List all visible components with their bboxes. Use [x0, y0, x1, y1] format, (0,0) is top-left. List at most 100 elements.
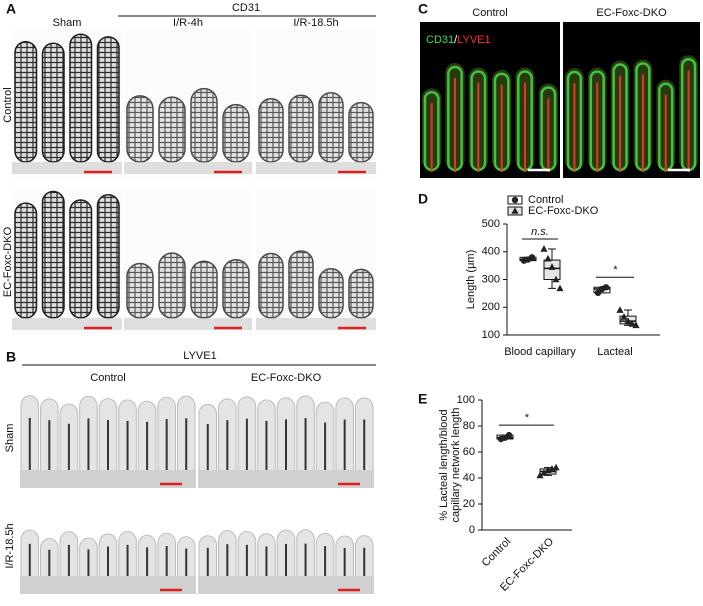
villus [126, 95, 154, 163]
villus [288, 250, 314, 319]
base [20, 470, 196, 488]
chart: E 0 20 40 60 80 100 % Lacteal length/blood capil… [418, 391, 572, 594]
villus [348, 101, 374, 163]
data-point [624, 317, 632, 324]
base [198, 470, 374, 488]
y-tick-label: 400 [482, 246, 500, 258]
panel-title: CD31 [232, 2, 260, 14]
significance-label: * [613, 264, 618, 276]
chart: D 100 200 300 400 500 Length (μm) Blood capilla… [418, 191, 660, 358]
villus [190, 87, 218, 163]
villus [96, 36, 120, 163]
column-label: I/R-18.5h [293, 17, 338, 29]
data-point [552, 275, 560, 283]
data-point [540, 469, 548, 476]
y-axis-label: Length (μm) [465, 250, 477, 310]
column-label: I/R-4h [173, 17, 203, 29]
villus [158, 252, 186, 319]
panel-label: A [6, 1, 16, 17]
y-tick-label: 100 [457, 394, 475, 406]
data-point [511, 207, 519, 214]
villus [158, 96, 186, 163]
y-tick-label: 40 [463, 472, 475, 484]
data-point [548, 263, 556, 270]
data-point [602, 284, 610, 291]
data-point [556, 284, 564, 292]
column-label: Control [472, 7, 507, 19]
column-label: EC-Foxc-DKO [596, 7, 667, 19]
legend-label: EC-Foxc-DKO [528, 205, 599, 217]
y-tick-label: 20 [463, 498, 475, 510]
stain-label: CD31/LYVE1 [426, 34, 491, 46]
data-point [616, 306, 624, 313]
micrograph [12, 30, 122, 180]
data-point [620, 313, 628, 320]
data-point [544, 254, 552, 262]
micrograph [563, 22, 700, 178]
stain-text: LYVE1 [457, 34, 490, 46]
x-tick-label: Control [480, 536, 514, 570]
row-label: I/R-18.5h [4, 523, 16, 568]
data-point [528, 254, 536, 261]
data-point [505, 431, 513, 439]
column-label: Control [90, 372, 125, 384]
legend-label: Control [528, 194, 563, 206]
micrograph [20, 494, 196, 598]
micrograph [256, 188, 376, 336]
villus [318, 91, 344, 163]
image-bg [420, 22, 560, 178]
panel-label: B [6, 349, 16, 365]
villus [41, 42, 65, 163]
panel-title: LYVE1 [183, 350, 216, 362]
villus [69, 33, 93, 163]
y-axis-label: % Lacteal length/blood [438, 409, 450, 520]
base [198, 576, 374, 594]
row-label: Sham [4, 424, 16, 453]
y-axis-label: capillary network length [450, 408, 462, 523]
villus [69, 199, 93, 319]
data-point [594, 289, 602, 297]
base [20, 576, 196, 594]
villus [222, 103, 250, 163]
villus [96, 193, 120, 319]
micrograph [12, 188, 122, 336]
data-point [511, 196, 519, 204]
y-tick-label: 60 [463, 446, 475, 458]
row-label: EC-Foxc-DKO [2, 226, 14, 297]
data-point [632, 321, 640, 329]
column-label: Sham [53, 17, 82, 29]
micrograph [198, 494, 374, 598]
villus [14, 202, 38, 319]
x-tick-label: Blood capillary [504, 346, 576, 358]
y-tick-label: 100 [482, 329, 500, 341]
row-label: Control [2, 87, 14, 122]
villus [348, 268, 374, 319]
villus [222, 258, 250, 319]
y-tick-label: 200 [482, 301, 500, 313]
villus [288, 94, 314, 163]
y-tick-label: 0 [469, 524, 475, 536]
image-bg [563, 22, 700, 178]
y-tick-label: 300 [482, 273, 500, 285]
micrograph [420, 22, 560, 178]
villus [318, 268, 344, 319]
micrograph [124, 30, 252, 180]
data-point [552, 463, 560, 471]
x-tick-label: Lacteal [597, 346, 632, 358]
villus [126, 262, 154, 319]
significance-label: n.s. [531, 226, 549, 238]
data-point [540, 245, 548, 252]
villus [41, 190, 65, 319]
villus [258, 98, 284, 163]
stain-text: / [454, 34, 458, 46]
micrograph [256, 30, 376, 180]
panel-label: D [418, 191, 428, 207]
villus [14, 41, 38, 163]
column-label: EC-Foxc-DKO [251, 372, 322, 384]
stain-text: CD31 [426, 34, 454, 46]
micrograph [20, 384, 196, 492]
villus [190, 260, 218, 319]
micrograph [124, 188, 252, 336]
data-point [628, 320, 636, 327]
